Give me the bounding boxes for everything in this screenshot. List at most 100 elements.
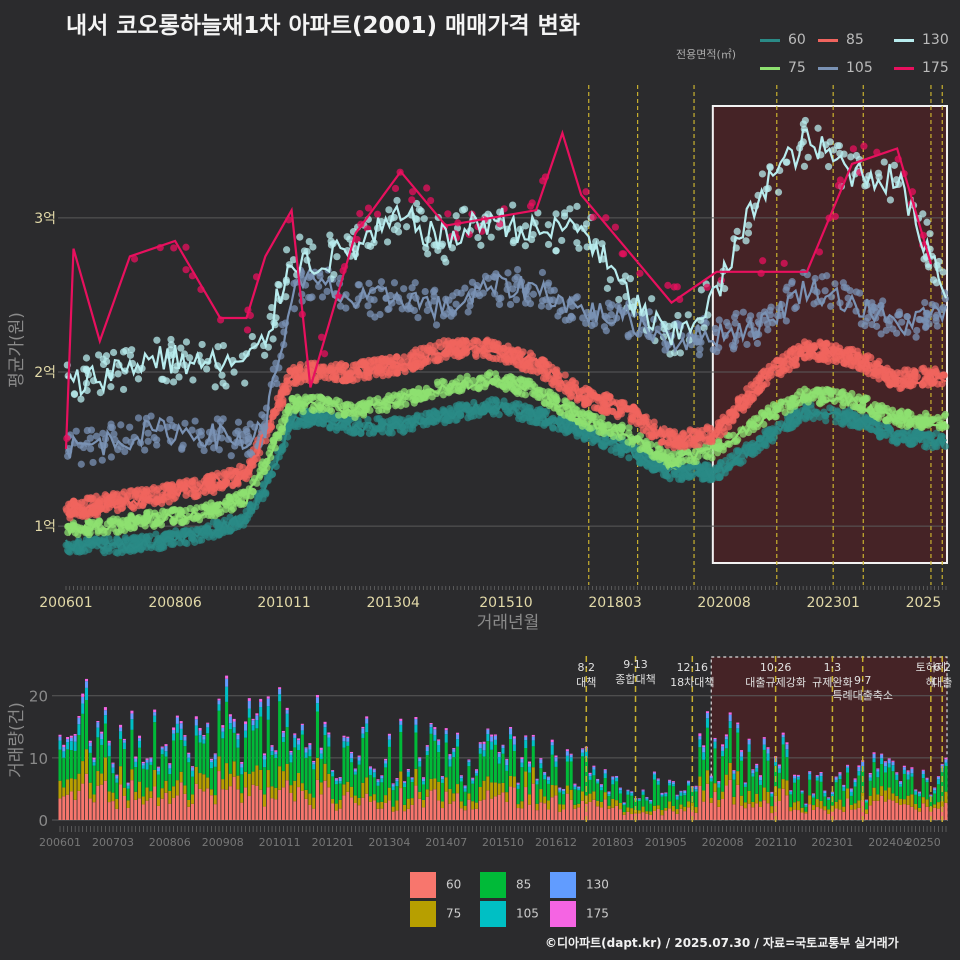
volume-bar-segment xyxy=(209,758,213,761)
data-point xyxy=(890,161,898,169)
volume-bar-segment xyxy=(153,712,157,716)
volume-bar-segment xyxy=(69,735,73,738)
data-point xyxy=(70,390,78,398)
data-point xyxy=(774,188,783,196)
data-point xyxy=(479,289,487,297)
data-point xyxy=(648,295,656,303)
data-point xyxy=(766,163,774,172)
data-point xyxy=(608,301,616,309)
volume-bar-segment xyxy=(115,778,119,783)
y-tick-label: 1억 xyxy=(34,519,56,535)
data-point xyxy=(452,212,460,220)
volume-bar-segment xyxy=(107,802,111,820)
volume-bar-segment xyxy=(164,756,168,781)
volume-bar-segment xyxy=(103,710,107,716)
volume-bar-segment xyxy=(240,802,244,820)
data-point xyxy=(408,196,416,204)
data-point xyxy=(90,508,99,517)
data-point xyxy=(359,409,368,417)
data-point xyxy=(353,410,361,418)
volume-bar-segment xyxy=(255,713,259,716)
legend-label: 175 xyxy=(922,60,949,76)
volume-bar-segment xyxy=(100,733,104,740)
data-point xyxy=(886,196,895,204)
x-tick-label: 201011 xyxy=(257,595,310,611)
y-tick-label: 10 xyxy=(29,750,48,768)
volume-bar-segment xyxy=(262,767,266,795)
legend-label: 105 xyxy=(846,60,873,76)
volume-bar-segment xyxy=(172,797,176,820)
data-point xyxy=(356,209,364,218)
x-tick-label: 202301 xyxy=(806,595,859,611)
volume-bar-segment xyxy=(198,734,202,743)
volume-bar-segment xyxy=(206,722,210,724)
data-point xyxy=(511,275,519,283)
data-point xyxy=(326,231,334,239)
data-point xyxy=(400,353,408,361)
volume-bar-segment xyxy=(255,765,259,786)
data-point xyxy=(673,283,681,291)
volume-bar-segment xyxy=(183,793,187,820)
volume-bar-segment xyxy=(137,781,142,799)
volume-bar-segment xyxy=(115,798,119,809)
volume-bar-segment xyxy=(179,728,183,740)
data-point xyxy=(370,356,378,364)
data-point xyxy=(886,381,894,389)
volume-bar-segment xyxy=(62,744,66,748)
data-point xyxy=(211,484,219,493)
volume-bar-segment xyxy=(122,787,126,796)
data-point xyxy=(790,345,798,353)
volume-bar-segment xyxy=(179,723,183,729)
volume-bar-segment xyxy=(122,742,126,750)
volume-bar-segment xyxy=(175,795,179,820)
data-point xyxy=(526,202,535,210)
volume-bar-segment xyxy=(69,741,73,751)
volume-bar-segment xyxy=(145,759,149,763)
volume-bar-segment xyxy=(179,739,183,772)
volume-bar-segment xyxy=(244,730,248,738)
legend-item-175: 175 xyxy=(894,60,949,76)
volume-bar-segment xyxy=(160,749,164,755)
data-point xyxy=(107,453,115,461)
data-point xyxy=(926,230,934,238)
data-point xyxy=(134,414,143,422)
data-point xyxy=(704,425,712,434)
data-point xyxy=(921,317,930,326)
volume-bar-segment xyxy=(156,797,160,806)
data-point xyxy=(700,324,708,332)
data-point xyxy=(80,509,88,517)
data-point xyxy=(365,279,373,287)
volume-bar-segment xyxy=(172,727,176,731)
volume-bar-segment xyxy=(145,769,149,788)
data-point xyxy=(502,358,510,366)
data-point xyxy=(182,506,190,515)
volume-bar-segment xyxy=(213,766,217,796)
volume-bar-segment xyxy=(194,725,198,736)
data-point xyxy=(95,499,103,507)
data-point xyxy=(636,445,644,454)
data-point xyxy=(531,391,539,399)
data-point xyxy=(791,304,799,313)
data-point xyxy=(922,443,931,451)
data-point xyxy=(424,250,432,258)
data-point xyxy=(133,490,141,498)
volume-bar-segment xyxy=(202,743,206,775)
data-point xyxy=(283,246,291,254)
volume-bar-segment xyxy=(247,698,251,701)
data-point xyxy=(922,409,930,417)
volume-bar-segment xyxy=(137,735,142,739)
data-point xyxy=(248,332,256,341)
size-legend-title: 전용면적(㎡) xyxy=(676,48,737,61)
volume-bar-segment xyxy=(88,742,92,747)
data-point xyxy=(764,326,772,334)
data-point xyxy=(764,404,772,412)
data-point xyxy=(500,344,508,352)
volume-bar-segment xyxy=(228,773,232,787)
data-point xyxy=(423,184,431,192)
data-point xyxy=(923,218,931,226)
volume-bar-segment xyxy=(107,745,111,757)
data-point xyxy=(339,402,347,410)
data-point xyxy=(684,311,692,319)
volume-bar-segment xyxy=(202,735,206,737)
volume-bar-segment xyxy=(73,779,77,800)
